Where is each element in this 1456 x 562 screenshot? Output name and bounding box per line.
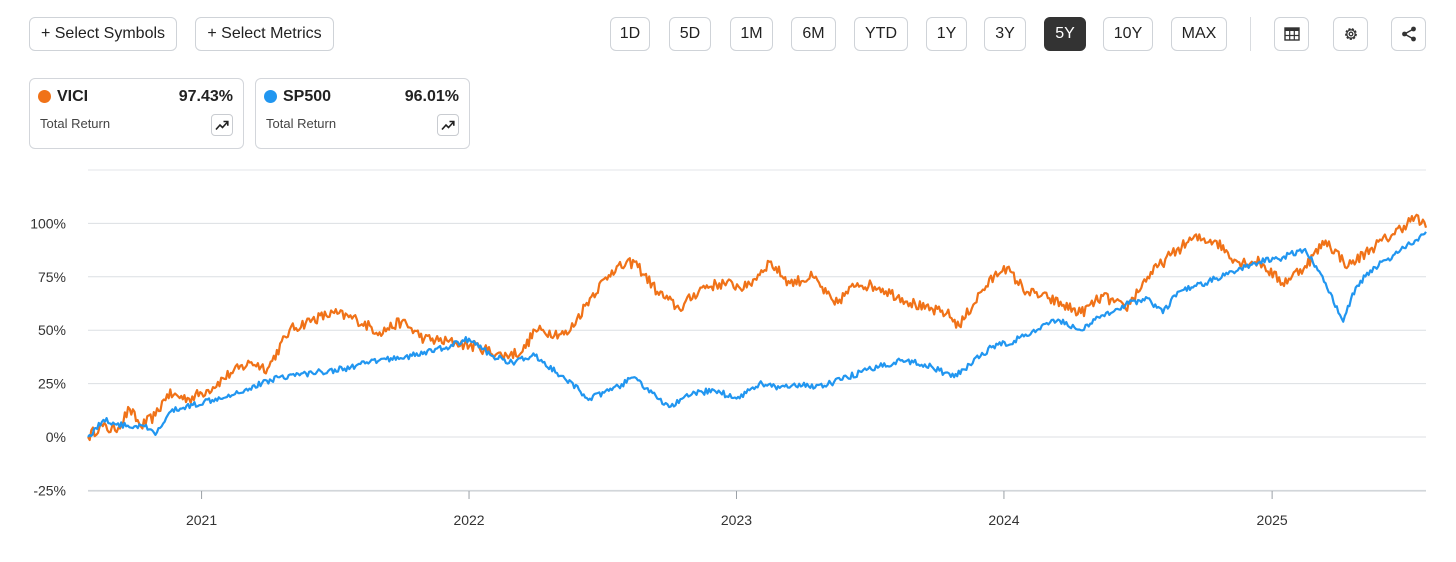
- share-button[interactable]: [1391, 17, 1426, 51]
- x-tick-label: 2025: [1257, 512, 1288, 528]
- range-button-1d[interactable]: 1D: [610, 17, 650, 51]
- range-button-5d[interactable]: 5D: [669, 17, 711, 51]
- series-symbol: SP500: [283, 88, 332, 105]
- x-tick-label: 2021: [186, 512, 217, 528]
- series-metric-label: Total Return: [40, 116, 111, 131]
- range-button-6m[interactable]: 6M: [791, 17, 836, 51]
- range-button-ytd[interactable]: YTD: [854, 17, 908, 51]
- trend-chart-button[interactable]: [437, 114, 459, 136]
- y-tick-label: -25%: [33, 482, 66, 498]
- y-tick-label: 0%: [46, 429, 66, 445]
- series-color-dot: [264, 90, 277, 103]
- y-tick-label: 25%: [38, 376, 66, 392]
- series-symbol: VICI: [57, 88, 89, 105]
- trend-chart-button[interactable]: [211, 114, 233, 136]
- series-line-sp500: [87, 231, 1427, 438]
- share-icon: [1401, 26, 1416, 42]
- series-return-value: 97.43%: [178, 88, 233, 105]
- select-symbols-button[interactable]: + Select Symbols: [29, 17, 177, 51]
- table-icon: [1283, 27, 1300, 41]
- y-tick-label: 50%: [38, 322, 66, 338]
- range-button-1m[interactable]: 1M: [730, 17, 773, 51]
- y-tick-label: 100%: [30, 215, 66, 231]
- legend-card-vici[interactable]: VICI 97.43% Total Return: [29, 78, 244, 149]
- toolbar-divider: [1250, 17, 1251, 51]
- total-return-chart: -25% 0% 25% 50% 75% 100% 2021 2022 2023 2024 2025: [30, 169, 1428, 528]
- y-tick-label: 75%: [38, 269, 66, 285]
- trending-up-icon: [441, 120, 455, 131]
- trending-up-icon: [215, 120, 229, 131]
- settings-button[interactable]: [1333, 17, 1368, 51]
- gear-icon: [1344, 28, 1357, 40]
- range-button-3y[interactable]: 3Y: [984, 17, 1026, 51]
- x-tick-label: 2024: [988, 512, 1019, 528]
- range-button-1y[interactable]: 1Y: [926, 17, 967, 51]
- range-button-10y[interactable]: 10Y: [1103, 17, 1153, 51]
- series-color-dot: [38, 90, 51, 103]
- series-line-vici: [87, 213, 1428, 442]
- table-view-button[interactable]: [1274, 17, 1309, 51]
- legend-card-sp500[interactable]: SP500 96.01% Total Return: [255, 78, 470, 149]
- series-metric-label: Total Return: [266, 116, 337, 131]
- x-tick-label: 2022: [453, 512, 484, 528]
- series-return-value: 96.01%: [404, 88, 459, 105]
- range-button-max[interactable]: MAX: [1171, 17, 1227, 51]
- x-tick-label: 2023: [721, 512, 752, 528]
- select-metrics-button[interactable]: + Select Metrics: [195, 17, 334, 51]
- range-button-5y[interactable]: 5Y: [1044, 17, 1086, 51]
